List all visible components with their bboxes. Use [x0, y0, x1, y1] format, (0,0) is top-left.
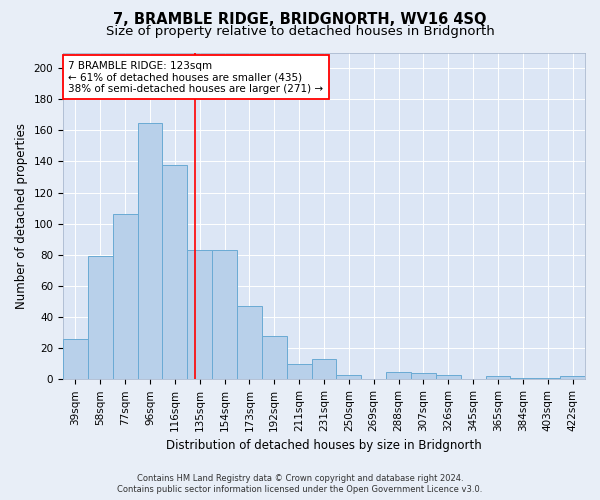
Bar: [485, 376, 511, 380]
Bar: [163, 164, 187, 380]
Bar: [311, 359, 337, 380]
Text: Size of property relative to detached houses in Bridgnorth: Size of property relative to detached ho…: [106, 25, 494, 38]
Bar: [137, 122, 163, 380]
Y-axis label: Number of detached properties: Number of detached properties: [15, 123, 28, 309]
Text: Contains HM Land Registry data © Crown copyright and database right 2024.
Contai: Contains HM Land Registry data © Crown c…: [118, 474, 482, 494]
Bar: [237, 306, 262, 380]
Text: 7, BRAMBLE RIDGE, BRIDGNORTH, WV16 4SQ: 7, BRAMBLE RIDGE, BRIDGNORTH, WV16 4SQ: [113, 12, 487, 28]
Bar: [560, 376, 585, 380]
Bar: [187, 250, 212, 380]
Text: 7 BRAMBLE RIDGE: 123sqm
← 61% of detached houses are smaller (435)
38% of semi-d: 7 BRAMBLE RIDGE: 123sqm ← 61% of detache…: [68, 60, 323, 94]
Bar: [113, 214, 137, 380]
Bar: [411, 373, 436, 380]
Bar: [386, 372, 411, 380]
Bar: [262, 336, 287, 380]
Bar: [535, 378, 560, 380]
Bar: [63, 339, 88, 380]
Bar: [511, 378, 535, 380]
Bar: [436, 374, 461, 380]
Bar: [88, 256, 113, 380]
Bar: [287, 364, 311, 380]
Bar: [337, 374, 361, 380]
X-axis label: Distribution of detached houses by size in Bridgnorth: Distribution of detached houses by size …: [166, 440, 482, 452]
Bar: [212, 250, 237, 380]
